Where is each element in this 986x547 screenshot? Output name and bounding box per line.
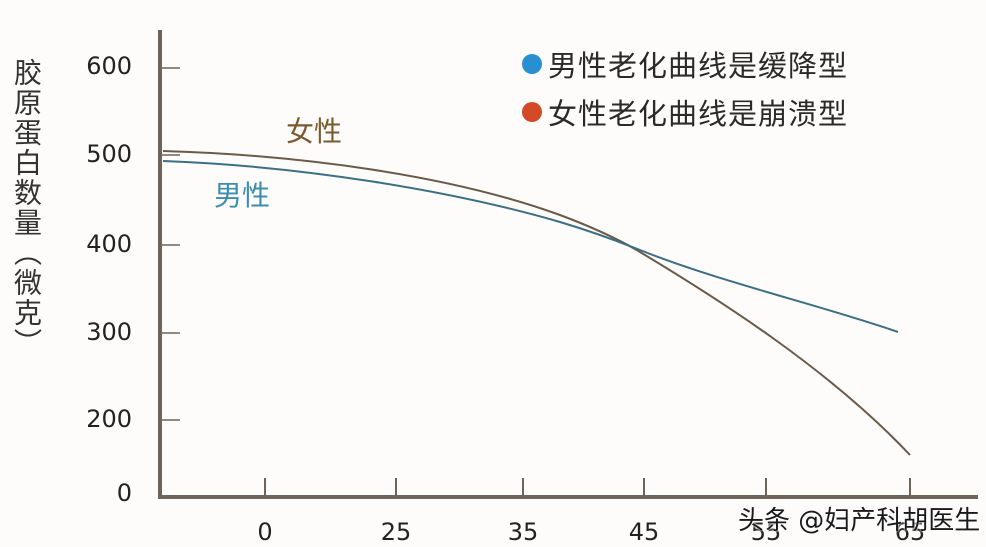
female-series-label: 女性 bbox=[286, 115, 343, 148]
y-tick-400: 400 bbox=[86, 230, 132, 258]
y-tick-600: 600 bbox=[86, 52, 132, 80]
x-tick-25: 25 bbox=[380, 518, 412, 546]
legend-label-female: 女性老化曲线是崩溃型 bbox=[548, 97, 849, 131]
male-curve bbox=[162, 160, 899, 333]
legend: 男性老化曲线是缓降型 女性老化曲线是崩溃型 bbox=[522, 40, 848, 136]
x-tick-65: 65 bbox=[894, 518, 926, 546]
blue-dot-icon bbox=[522, 54, 542, 74]
y-axis-title: 胶原蛋白数量（微克） bbox=[10, 58, 43, 358]
legend-item-female: 女性老化曲线是崩溃型 bbox=[522, 88, 848, 136]
x-tick-0: 0 bbox=[257, 518, 273, 546]
y-ticks bbox=[162, 67, 180, 421]
x-tick-55: 55 bbox=[750, 518, 782, 546]
y-tick-200: 200 bbox=[86, 405, 132, 433]
male-series-label: 男性 bbox=[214, 179, 271, 212]
x-ticks bbox=[264, 478, 911, 496]
x-tick-45: 45 bbox=[628, 518, 660, 546]
y-tick-0: 0 bbox=[116, 479, 132, 507]
x-tick-35: 35 bbox=[507, 518, 539, 546]
legend-label-male: 男性老化曲线是缓降型 bbox=[548, 49, 849, 83]
red-dot-icon bbox=[522, 102, 542, 122]
y-tick-300: 300 bbox=[86, 318, 132, 346]
watermark: 头条 @妇产科胡医生 bbox=[738, 506, 981, 536]
female-curve bbox=[162, 150, 911, 456]
legend-item-male: 男性老化曲线是缓降型 bbox=[522, 40, 848, 88]
y-tick-500: 500 bbox=[86, 140, 132, 168]
